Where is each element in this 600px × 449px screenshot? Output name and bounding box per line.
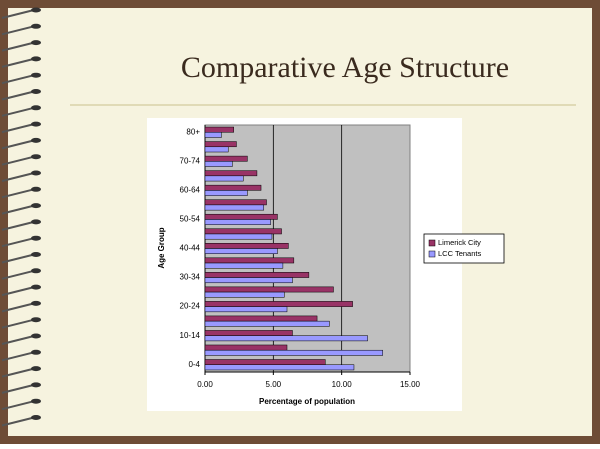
x-axis-label: Percentage of population: [259, 397, 355, 406]
bar: [204, 155, 248, 162]
binding-hole: [31, 219, 41, 225]
y-tick-label: 30-34: [180, 273, 201, 282]
legend: [423, 233, 505, 264]
binding-hole: [31, 186, 41, 192]
binding-hole: [31, 170, 41, 176]
binding-hole: [31, 40, 41, 46]
binding-hole: [31, 203, 41, 209]
binding-hole: [31, 317, 41, 323]
binding-hole: [31, 415, 41, 420]
x-tick-label: 15.00: [400, 380, 421, 389]
bar: [204, 330, 293, 336]
bar: [204, 228, 282, 235]
bar: [204, 190, 248, 196]
bar: [204, 243, 289, 249]
bar: [204, 286, 334, 293]
bar: [204, 344, 288, 351]
binding-hole: [31, 7, 41, 13]
y-tick-label: 50-54: [180, 215, 201, 224]
x-tick-label: 0.00: [197, 380, 213, 389]
x-tick-label: 5.00: [266, 380, 282, 389]
binding-hole: [31, 89, 41, 94]
y-tick-label: 60-64: [180, 185, 201, 194]
binding-hole: [31, 235, 41, 241]
bar: [204, 199, 267, 206]
x-tick-label: 10.00: [332, 380, 353, 389]
bar: [204, 170, 258, 177]
bar: [204, 272, 310, 278]
slide-title: Comparative Age Structure: [181, 51, 509, 84]
bar: [204, 213, 278, 220]
bar: [204, 262, 284, 269]
binding-hole: [31, 72, 41, 78]
binding-hole: [31, 154, 41, 160]
bar: [204, 126, 234, 133]
y-tick-label: 80+: [186, 127, 200, 136]
bar: [204, 248, 278, 254]
bar: [204, 175, 244, 182]
binding-hole: [31, 105, 41, 111]
legend-label: LCC Tenants: [438, 249, 481, 258]
bar: [204, 349, 383, 356]
bar: [204, 219, 271, 225]
bar: [204, 301, 353, 307]
bar: [204, 257, 295, 264]
binding-hole: [31, 137, 41, 143]
binding-hole: [31, 252, 41, 257]
binding-hole: [31, 121, 41, 127]
bar: [204, 315, 318, 322]
binding-hole: [31, 23, 41, 29]
binding-hole: [31, 349, 41, 355]
binding-hole: [31, 284, 41, 290]
bar: [204, 306, 288, 313]
binding-hole: [31, 268, 41, 274]
bar: [204, 161, 233, 167]
bar: [204, 320, 330, 327]
binding-hole: [31, 398, 41, 404]
bar: [204, 291, 285, 298]
y-tick-label: 20-24: [180, 302, 201, 311]
bar: [204, 359, 326, 365]
bar: [204, 277, 293, 284]
legend-swatch: [428, 239, 436, 247]
binding-hole: [31, 300, 41, 306]
bar: [204, 335, 368, 342]
legend-label: Limerick City: [438, 238, 481, 247]
binding: [1, 7, 41, 427]
bar: [204, 146, 229, 153]
y-tick-label: 70-74: [180, 156, 201, 165]
legend-swatch: [428, 250, 436, 258]
y-tick-label: 0-4: [188, 360, 200, 369]
binding-hole: [31, 333, 41, 339]
bar: [204, 233, 273, 240]
bar: [204, 132, 222, 138]
binding-hole: [31, 366, 41, 372]
bar: [204, 204, 265, 211]
y-tick-label: 40-44: [180, 244, 201, 253]
y-tick-label: 10-14: [180, 331, 201, 340]
y-axis-label: Age Group: [157, 227, 166, 268]
bar: [204, 184, 262, 191]
binding-hole: [31, 382, 41, 388]
bar: [204, 364, 355, 371]
binding-hole: [31, 56, 41, 62]
bar: [204, 141, 237, 148]
